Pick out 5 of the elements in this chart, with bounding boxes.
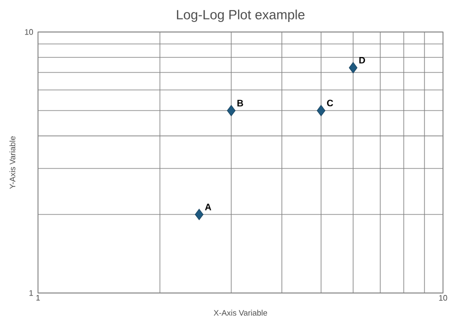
annotation: D — [359, 57, 366, 64]
annotation: A — [204, 204, 212, 210]
chart-title: Log-Log Plot example — [176, 10, 304, 22]
annotation: C — [327, 100, 334, 106]
annotation: B — [237, 100, 244, 106]
